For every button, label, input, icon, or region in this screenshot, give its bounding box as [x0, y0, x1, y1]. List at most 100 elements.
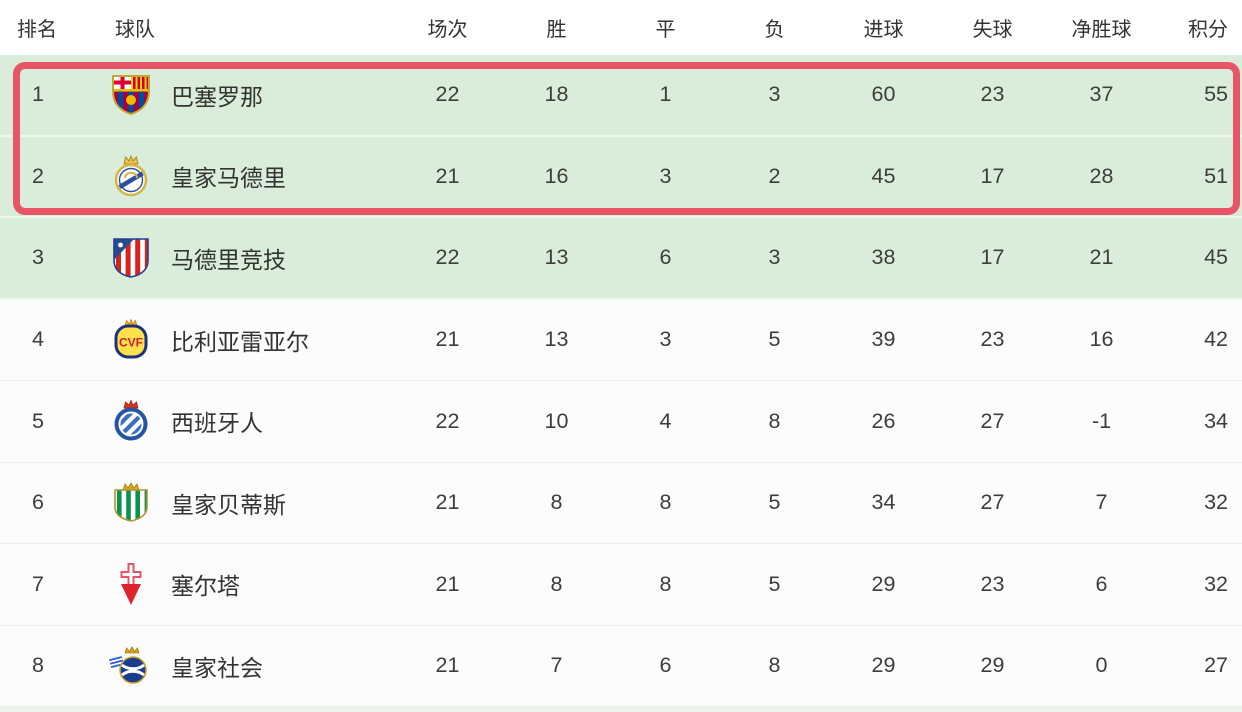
- rank-cell: 4: [32, 327, 44, 352]
- goals-against-cell: 23: [980, 82, 1005, 107]
- column-header-1: 球队: [115, 19, 155, 41]
- goals-for-cell: 29: [871, 653, 896, 678]
- goals-against-cell: 23: [980, 327, 1005, 352]
- points-cell: 42: [1204, 327, 1228, 352]
- rank-cell: 6: [32, 490, 44, 515]
- losses-cell: 5: [768, 490, 781, 515]
- goals-against-cell: 23: [980, 571, 1005, 596]
- draws-cell: 6: [659, 653, 672, 678]
- points-cell: 34: [1204, 408, 1228, 433]
- draws-cell: 8: [659, 490, 672, 515]
- table-row-barcelona[interactable]: 1 巴塞罗那 22 18 1 3 60 23 37 55: [0, 55, 1242, 137]
- draws-cell: 3: [659, 327, 672, 352]
- column-header-3: 胜: [546, 19, 567, 41]
- team-crest-villarreal-icon: [107, 316, 155, 364]
- points-cell: 32: [1204, 490, 1228, 515]
- matches-played-cell: 22: [435, 82, 460, 107]
- goals-for-cell: 29: [871, 571, 896, 596]
- wins-cell: 16: [544, 163, 569, 188]
- team-cell: 塞尔塔: [95, 560, 393, 608]
- column-header-7: 失球: [972, 19, 1013, 41]
- table-row-espanyol[interactable]: 5 西班牙人 22 10 4 8 26 27 -1 34: [0, 381, 1242, 463]
- goals-for-cell: 26: [871, 408, 896, 433]
- goals-against-cell: 17: [980, 163, 1005, 188]
- column-header-0: 排名: [17, 19, 57, 41]
- wins-cell: 13: [544, 327, 569, 352]
- table-body: 1 巴塞罗那 22 18 1 3 60 23 37 55 2 皇家马德里 21 …: [0, 55, 1242, 707]
- table-row-real-madrid[interactable]: 2 皇家马德里 21 16 3 2 45 17 28 51: [0, 136, 1242, 218]
- team-cell: 马德里竞技: [95, 234, 393, 282]
- wins-cell: 13: [544, 245, 569, 270]
- rank-cell: 1: [32, 82, 44, 107]
- draws-cell: 8: [659, 571, 672, 596]
- matches-played-cell: 21: [435, 490, 460, 515]
- table-row-atletico[interactable]: 3 马德里竞技 22 13 6 3 38 17 21 45: [0, 218, 1242, 300]
- column-header-9: 积分: [1188, 19, 1228, 41]
- wins-cell: 8: [550, 490, 563, 515]
- team-name: 塞尔塔: [171, 573, 240, 600]
- points-cell: 55: [1204, 82, 1228, 107]
- team-name: 西班牙人: [171, 410, 263, 437]
- team-cell: 皇家贝蒂斯: [95, 479, 393, 527]
- goals-for-cell: 39: [871, 327, 896, 352]
- goal-diff-cell: 37: [1089, 82, 1114, 107]
- matches-played-cell: 22: [435, 408, 460, 433]
- goals-against-cell: 27: [980, 490, 1005, 515]
- rank-cell: 7: [32, 571, 44, 596]
- column-header-5: 负: [764, 19, 785, 41]
- team-crest-atletico-icon: [107, 234, 155, 282]
- losses-cell: 8: [768, 408, 781, 433]
- goal-diff-cell: 6: [1095, 571, 1108, 596]
- team-name: 皇家贝蒂斯: [171, 491, 286, 518]
- team-crest-celta-icon: [107, 560, 155, 608]
- goal-diff-cell: 7: [1095, 490, 1108, 515]
- goal-diff-cell: -1: [1091, 408, 1112, 433]
- wins-cell: 10: [544, 408, 569, 433]
- losses-cell: 3: [768, 245, 781, 270]
- goals-against-cell: 17: [980, 245, 1005, 270]
- points-cell: 45: [1204, 245, 1228, 270]
- points-cell: 51: [1204, 163, 1228, 188]
- rank-cell: 3: [32, 245, 44, 270]
- table-row-real-sociedad[interactable]: 8 皇家社会 21 7 6 8 29 29 0 27: [0, 625, 1242, 707]
- goal-diff-cell: 28: [1089, 163, 1114, 188]
- matches-played-cell: 21: [435, 163, 460, 188]
- goal-diff-cell: 16: [1089, 327, 1114, 352]
- column-header-6: 进球: [863, 19, 904, 41]
- wins-cell: 18: [544, 82, 569, 107]
- table-header-row: 排名 球队 场次 胜 平 负 进球 失球 净胜球 积分: [0, 0, 1242, 55]
- team-name: 皇家社会: [171, 654, 263, 681]
- goal-diff-cell: 21: [1089, 245, 1114, 270]
- team-crest-barcelona-icon: [107, 71, 155, 119]
- matches-played-cell: 21: [435, 327, 460, 352]
- team-cell: 皇家马德里: [95, 152, 393, 200]
- team-crest-real-madrid-icon: [107, 152, 155, 200]
- draws-cell: 4: [659, 408, 672, 433]
- goals-against-cell: 29: [980, 653, 1005, 678]
- losses-cell: 3: [768, 82, 781, 107]
- column-header-8: 净胜球: [1071, 19, 1132, 41]
- team-crest-espanyol-icon: [107, 397, 155, 445]
- table-row-celta[interactable]: 7 塞尔塔 21 8 8 5 29 23 6 32: [0, 544, 1242, 626]
- draws-cell: 6: [659, 245, 672, 270]
- rank-cell: 2: [32, 163, 44, 188]
- goals-for-cell: 38: [871, 245, 896, 270]
- matches-played-cell: 21: [435, 571, 460, 596]
- losses-cell: 5: [768, 571, 781, 596]
- wins-cell: 7: [550, 653, 563, 678]
- team-crest-real-sociedad-icon: [107, 642, 155, 690]
- goals-for-cell: 60: [871, 82, 896, 107]
- team-name: 马德里竞技: [171, 246, 286, 273]
- losses-cell: 2: [768, 163, 781, 188]
- team-cell: 西班牙人: [95, 397, 393, 445]
- rank-cell: 5: [32, 408, 44, 433]
- team-cell: 皇家社会: [95, 642, 393, 690]
- team-name: 比利亚雷亚尔: [171, 328, 309, 355]
- matches-played-cell: 21: [435, 653, 460, 678]
- table-row-villarreal[interactable]: 4 比利亚雷亚尔 21 13 3 5 39 23 16 42: [0, 299, 1242, 381]
- table-row-betis[interactable]: 6 皇家贝蒂斯 21 8 8 5 34 27 7 32: [0, 462, 1242, 544]
- wins-cell: 8: [550, 571, 563, 596]
- goal-diff-cell: 0: [1095, 653, 1108, 678]
- goals-for-cell: 34: [871, 490, 896, 515]
- team-cell: 比利亚雷亚尔: [95, 316, 393, 364]
